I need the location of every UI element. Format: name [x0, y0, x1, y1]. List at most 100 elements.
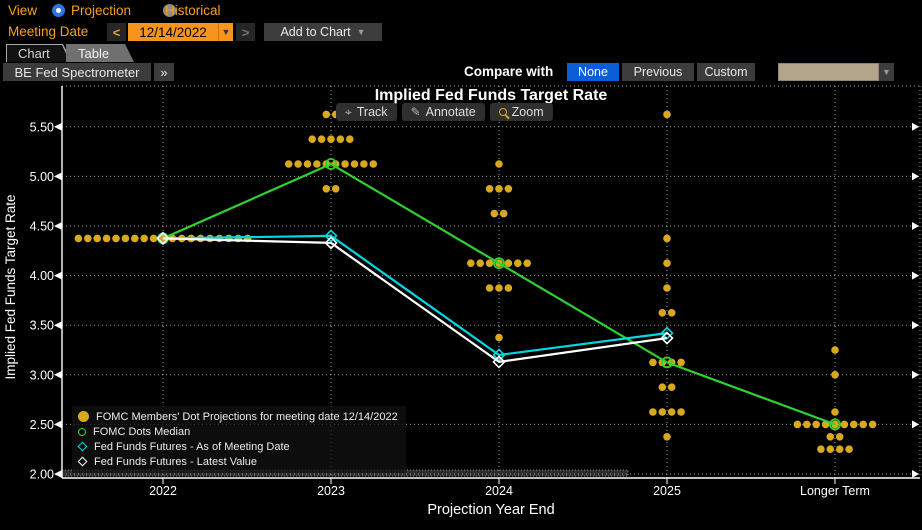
projection-radio[interactable]	[52, 4, 65, 17]
y-axis-tick-label: 3.00	[30, 368, 54, 382]
y-tick-arrow-icon	[54, 420, 62, 429]
fomc-dot	[504, 185, 513, 193]
legend-item-futures-latest[interactable]: Fed Funds Futures - Latest Value	[77, 454, 398, 469]
y-tick-arrow-icon	[54, 470, 62, 478]
tab-chart[interactable]: Chart	[6, 44, 72, 62]
projection-radio-label[interactable]: Projection	[71, 3, 132, 18]
fomc-dot	[490, 209, 499, 218]
fomc-dot	[495, 333, 503, 342]
track-button[interactable]: ⌖ Track	[336, 103, 397, 121]
fomc-dot	[658, 408, 667, 416]
y-tick-arrow-icon	[54, 222, 62, 230]
previous-date-button[interactable]: <	[107, 23, 126, 41]
fomc-dot-projections	[74, 110, 877, 454]
legend-label: FOMC Members' Dot Projections for meetin…	[96, 410, 398, 423]
historical-radio[interactable]	[163, 4, 177, 17]
tab-table[interactable]: Table	[66, 44, 134, 62]
y-tick-arrow-icon	[912, 370, 919, 379]
fomc-dot	[331, 185, 340, 193]
fomc-dot	[84, 234, 92, 243]
fomc-dot	[523, 259, 531, 268]
zoom-button[interactable]: Zoom	[489, 103, 553, 121]
dropdown-caret-icon[interactable]: ▼	[879, 63, 894, 81]
fomc-dot	[663, 234, 671, 243]
view-row: View Projection Historical	[0, 0, 922, 22]
series-diamond	[156, 229, 674, 362]
spectrometer-button[interactable]: BE Fed Spectrometer	[3, 63, 151, 81]
fomc-dot	[341, 160, 349, 168]
fomc-dot	[467, 259, 475, 268]
expand-button[interactable]: »	[154, 63, 174, 81]
futures-marker	[492, 355, 506, 369]
meeting-date-label: Meeting Date	[8, 24, 89, 39]
chart-title: Implied Fed Funds Target Rate	[374, 87, 608, 104]
fomc-dot	[317, 135, 326, 143]
fomc-dot	[831, 420, 839, 429]
fomc-dot	[649, 358, 657, 367]
futures-marker	[492, 348, 506, 362]
compare-custom-dropdown[interactable]	[778, 63, 879, 81]
legend-item-median[interactable]: FOMC Dots Median	[78, 424, 398, 439]
legend-item-futures-meeting[interactable]: Fed Funds Futures - As of Meeting Date	[77, 439, 398, 454]
futures-marker	[324, 229, 338, 243]
fomc-dot	[112, 234, 120, 243]
fomc-dot	[131, 234, 139, 243]
fomc-dot	[677, 358, 685, 367]
annotate-button[interactable]: ✎ Annotate	[401, 103, 485, 121]
toolbar-row: BE Fed Spectrometer » Compare with None …	[0, 62, 922, 84]
fomc-dot	[663, 259, 671, 268]
fomc-dot	[74, 234, 83, 243]
y-tick-arrow-icon	[54, 271, 62, 280]
next-date-button[interactable]: >	[236, 23, 255, 41]
fomc-dot	[658, 383, 667, 392]
x-axis-tick-label: 2024	[485, 484, 513, 498]
meeting-date-input[interactable]: 12/14/2022	[128, 23, 218, 41]
fomc-dot	[485, 284, 494, 292]
historical-radio-label[interactable]: Historical	[165, 3, 221, 18]
date-dropdown-caret-icon[interactable]: ▼	[218, 23, 233, 41]
median-marker	[661, 356, 673, 369]
fomc-dot	[504, 284, 513, 292]
y-axis-title: Implied Fed Funds Target Rate	[3, 194, 18, 379]
fomc-dot	[121, 234, 130, 243]
green-circle-icon	[78, 427, 86, 436]
y-axis-tick-label: 2.50	[30, 418, 54, 432]
fomc-dot	[327, 135, 335, 143]
fomc-dot	[369, 160, 378, 168]
fomc-dot	[350, 160, 359, 168]
fomc-dot	[485, 185, 494, 193]
fomc-dot	[140, 234, 148, 243]
chart-toolbar: ⌖ Track ✎ Annotate Zoom	[336, 103, 553, 121]
y-tick-arrow-icon	[54, 321, 62, 330]
chart-legend: FOMC Members' Dot Projections for meetin…	[72, 406, 406, 473]
white-diamond-icon	[77, 456, 88, 467]
legend-item-dots[interactable]: FOMC Members' Dot Projections for meetin…	[78, 409, 398, 424]
add-to-chart-button[interactable]: Add to Chart ▼	[264, 23, 382, 41]
series-diamond	[156, 231, 674, 369]
fomc-dot	[495, 284, 503, 292]
compare-previous-button[interactable]: Previous	[622, 63, 694, 81]
yellow-dot-icon	[78, 411, 89, 422]
futures-marker	[156, 231, 170, 246]
x-axis-tick-label: 2022	[149, 484, 177, 498]
fomc-dot	[322, 110, 331, 119]
series-circle	[157, 158, 841, 431]
compare-custom-button[interactable]: Custom	[697, 63, 755, 81]
track-crosshair-icon: ⌖	[345, 104, 352, 119]
fomc-dot	[495, 160, 503, 168]
y-tick-arrow-icon	[54, 370, 62, 379]
compare-none-button[interactable]: None	[567, 63, 619, 81]
compare-none-label: None	[578, 65, 608, 79]
fomc-dot	[868, 420, 877, 429]
fomc-dot	[313, 160, 321, 168]
y-axis-tick-label: 2.00	[30, 468, 54, 482]
annotate-label: Annotate	[425, 105, 476, 119]
track-label: Track	[356, 105, 388, 119]
fomc-dot	[667, 383, 676, 392]
fomc-dot	[294, 160, 302, 168]
compare-previous-label: Previous	[633, 65, 683, 79]
compare-with-label: Compare with	[464, 64, 554, 79]
spectrometer-label: BE Fed Spectrometer	[14, 64, 140, 80]
fomc-dot	[826, 433, 835, 441]
